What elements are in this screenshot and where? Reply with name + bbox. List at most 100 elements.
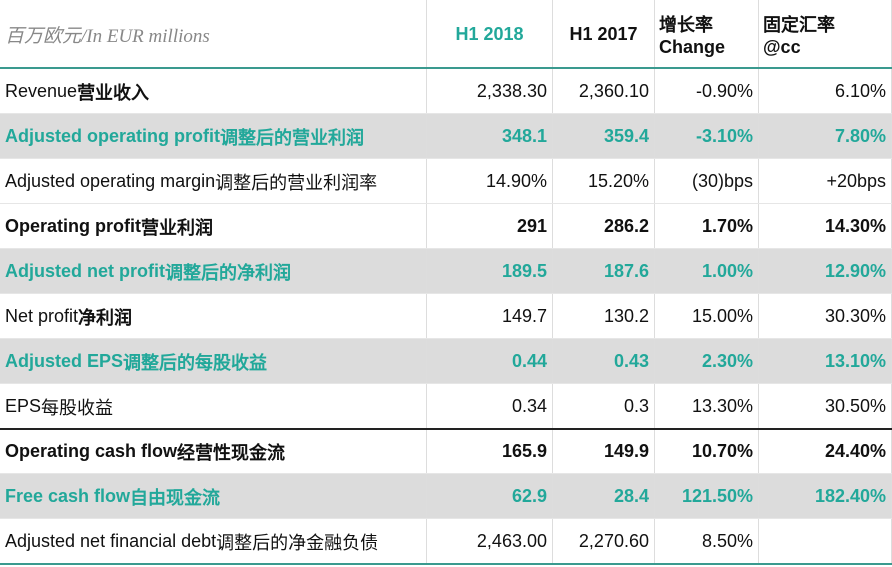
value-cell: 286.2 [553, 204, 655, 249]
value-cell: 8.50% [655, 519, 759, 564]
value-cell: 187.6 [553, 249, 655, 294]
value-cell: 62.9 [427, 474, 553, 519]
value-cell: 13.30% [655, 384, 759, 429]
rule [0, 338, 892, 339]
label-zh: 营业收入 [77, 82, 150, 103]
value-cell: 28.4 [553, 474, 655, 519]
value-cell: 0.44 [427, 339, 553, 384]
column-header: 固定汇率 @cc [759, 0, 892, 68]
column-header-line: 固定汇率 [763, 14, 835, 35]
label-en: Operating cash flow [5, 441, 178, 461]
row-label: Adjusted EPS 调整后的每股收益 [0, 339, 427, 384]
value-cell: 165.9 [427, 429, 553, 474]
column-header: H1 2017 [553, 0, 655, 68]
value-cell: 14.90% [427, 159, 553, 204]
column-header-line: @cc [763, 36, 801, 57]
rule [0, 248, 892, 249]
rule [0, 67, 892, 69]
row-label: Adjusted operating margin 调整后的营业利润率 [0, 159, 427, 204]
value-cell [759, 519, 892, 564]
label-zh: 净利润 [78, 307, 133, 328]
rule [0, 563, 892, 565]
value-cell: -3.10% [655, 114, 759, 159]
value-cell: 182.40% [759, 474, 892, 519]
row-label: Adjusted operating profit 调整后的营业利润 [0, 114, 427, 159]
column-header-line: H1 2017 [569, 23, 638, 44]
value-cell: 24.40% [759, 429, 892, 474]
value-cell: 15.00% [655, 294, 759, 339]
label-en: Adjusted net profit [5, 261, 165, 281]
row-label: Net profit 净利润 [0, 294, 427, 339]
label-zh: 调整后的营业利润率 [215, 172, 378, 193]
value-cell: (30)bps [655, 159, 759, 204]
column-header: H1 2018 [427, 0, 553, 68]
column-header-line: H1 2018 [455, 23, 524, 44]
label-zh: 调整后的营业利润 [220, 127, 364, 148]
value-cell: 1.00% [655, 249, 759, 294]
value-cell: 30.50% [759, 384, 892, 429]
row-label: Adjusted net profit 调整后的净利润 [0, 249, 427, 294]
value-cell: 7.80% [759, 114, 892, 159]
value-cell: 359.4 [553, 114, 655, 159]
rule [0, 428, 892, 430]
value-cell: 30.30% [759, 294, 892, 339]
rule [0, 158, 892, 159]
value-cell: 0.34 [427, 384, 553, 429]
value-cell: +20bps [759, 159, 892, 204]
column-header-line: Change [659, 36, 726, 57]
rule [0, 113, 892, 114]
rule [0, 203, 892, 204]
rule [0, 518, 892, 519]
row-label: Operating cash flow 经营性现金流 [0, 429, 427, 474]
row-label: EPS 每股收益 [0, 384, 427, 429]
value-cell: 1.70% [655, 204, 759, 249]
label-zh: 经营性现金流 [177, 442, 286, 463]
rule [0, 293, 892, 294]
value-cell: 13.10% [759, 339, 892, 384]
label-zh: 调整后的每股收益 [123, 352, 268, 373]
label-en: Revenue [5, 81, 78, 101]
label-zh: 营业利润 [141, 217, 213, 238]
value-cell: 12.90% [759, 249, 892, 294]
value-cell: 2,360.10 [553, 69, 655, 114]
value-cell: 2.30% [655, 339, 759, 384]
label-zh: 调整后的净金融负债 [216, 532, 379, 553]
label-en: Adjusted EPS [5, 351, 124, 371]
value-cell: 2,463.00 [427, 519, 553, 564]
value-cell: 291 [427, 204, 553, 249]
value-cell: 15.20% [553, 159, 655, 204]
label-en: Adjusted operating margin [5, 171, 216, 191]
label-en: Free cash flow [5, 486, 131, 506]
value-cell: 2,270.60 [553, 519, 655, 564]
row-label: Operating profit 营业利润 [0, 204, 427, 249]
value-cell: 149.9 [553, 429, 655, 474]
rule [0, 473, 892, 474]
label-en: Net profit [5, 306, 79, 326]
value-cell: 0.43 [553, 339, 655, 384]
label-en: Operating profit [5, 216, 141, 236]
column-header: 增长率 Change [655, 0, 759, 68]
label-zh: 每股收益 [41, 397, 114, 418]
label-en: Adjusted net financial debt [5, 531, 217, 551]
row-label: Revenue 营业收入 [0, 69, 427, 114]
value-cell: 6.10% [759, 69, 892, 114]
value-cell: 10.70% [655, 429, 759, 474]
value-cell: 348.1 [427, 114, 553, 159]
value-cell: 14.30% [759, 204, 892, 249]
rule [0, 383, 892, 384]
value-cell: 189.5 [427, 249, 553, 294]
value-cell: -0.90% [655, 69, 759, 114]
column-header-line: 增长率 [659, 14, 713, 35]
label-zh: 自由现金流 [130, 487, 221, 508]
label-en: Adjusted operating profit [5, 126, 220, 146]
row-label: Adjusted net financial debt 调整后的净金融负债 [0, 519, 427, 564]
value-cell: 2,338.30 [427, 69, 553, 114]
value-cell: 130.2 [553, 294, 655, 339]
row-label: Free cash flow 自由现金流 [0, 474, 427, 519]
unit-label: 百万欧元/In EUR millions [0, 0, 427, 68]
label-en: EPS [5, 396, 42, 416]
value-cell: 121.50% [655, 474, 759, 519]
value-cell: 0.3 [553, 384, 655, 429]
value-cell: 149.7 [427, 294, 553, 339]
